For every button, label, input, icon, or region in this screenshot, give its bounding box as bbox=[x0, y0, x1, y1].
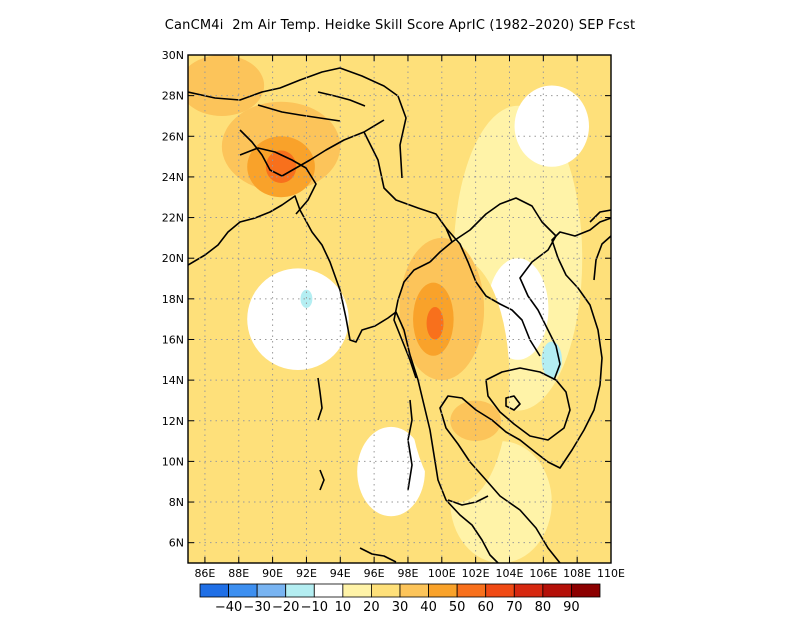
border-laos bbox=[451, 197, 561, 381]
colorbar-swatch bbox=[399, 583, 429, 598]
skill-region-6 bbox=[188, 430, 265, 533]
lat-tick-label: 10N bbox=[162, 455, 184, 468]
lon-tick-label: 102E bbox=[462, 567, 490, 580]
lon-tick-label: 98E bbox=[397, 567, 418, 580]
border-thailand-malaysia bbox=[447, 495, 489, 506]
lat-tick-label: 6N bbox=[169, 537, 184, 550]
island-hainan bbox=[589, 209, 611, 223]
colorbar-label: 40 bbox=[420, 600, 437, 615]
lon-tick-label: 92E bbox=[296, 567, 317, 580]
border-assam bbox=[239, 119, 385, 177]
colorbar-swatch bbox=[571, 583, 601, 598]
lat-tick-label: 24N bbox=[162, 171, 184, 184]
colorbar-swatch bbox=[513, 583, 544, 598]
lon-tick-label: 100E bbox=[428, 567, 456, 580]
skill-region-11 bbox=[450, 400, 502, 442]
lat-tick-label: 30N bbox=[162, 49, 184, 62]
colorbar-swatch bbox=[199, 583, 229, 598]
lat-tick-label: 22N bbox=[162, 212, 184, 225]
border-cambodia bbox=[485, 367, 571, 441]
island-andaman-1 bbox=[317, 377, 323, 421]
skill-region-10 bbox=[188, 55, 265, 116]
lat-tick-label: 8N bbox=[169, 496, 184, 509]
lon-tick-label: 96E bbox=[364, 567, 385, 580]
colorbar-label: 80 bbox=[535, 600, 552, 615]
lon-tick-label: 94E bbox=[330, 567, 351, 580]
colorbar-swatch bbox=[456, 583, 487, 598]
colorbar-label: 10 bbox=[335, 600, 352, 615]
skill-region-16 bbox=[300, 289, 313, 308]
colorbar-label: 30 bbox=[392, 600, 409, 615]
border-myanmar-china bbox=[363, 131, 453, 263]
island-sri bbox=[319, 469, 325, 491]
border-bhutan bbox=[317, 91, 366, 107]
colorbar-swatch bbox=[228, 583, 258, 598]
lat-tick-label: 28N bbox=[162, 90, 184, 103]
colorbar-swatch bbox=[285, 583, 315, 598]
lon-tick-label: 88E bbox=[228, 567, 249, 580]
colorbar-label: 20 bbox=[363, 600, 380, 615]
lat-tick-label: 16N bbox=[162, 333, 184, 346]
skill-region-15 bbox=[426, 306, 444, 340]
lon-tick-label: 86E bbox=[194, 567, 215, 580]
lat-tick-label: 26N bbox=[162, 130, 184, 143]
skill-region-3 bbox=[357, 426, 425, 517]
lon-tick-label: 106E bbox=[529, 567, 557, 580]
lon-tick-label: 110E bbox=[597, 567, 625, 580]
border-myanmar-thailand bbox=[393, 261, 431, 379]
colorbar-label: 70 bbox=[506, 600, 523, 615]
border-nepal bbox=[257, 104, 341, 122]
lon-tick-label: 104E bbox=[496, 567, 524, 580]
coastline-tonkin bbox=[593, 235, 611, 281]
map-title: CanCM4i 2m Air Temp. Heidke Skill Score … bbox=[164, 18, 636, 33]
colorbar-swatch bbox=[485, 583, 515, 598]
colorbar-label: −10 bbox=[301, 600, 328, 615]
colorbar-label: 60 bbox=[477, 600, 494, 615]
lat-tick-label: 12N bbox=[162, 415, 184, 428]
lat-tick-label: 14N bbox=[162, 374, 184, 387]
lat-tick-label: 20N bbox=[162, 252, 184, 265]
skill-region-5 bbox=[514, 85, 590, 167]
colorbar-swatch bbox=[428, 583, 458, 598]
colorbar-label: −20 bbox=[272, 600, 299, 615]
lake-tonle-sap bbox=[505, 395, 521, 411]
colorbar-label: 90 bbox=[563, 600, 580, 615]
colorbar-label: −30 bbox=[243, 600, 270, 615]
border-india-china bbox=[188, 67, 407, 179]
border-bangladesh bbox=[239, 147, 317, 215]
colorbar-swatch bbox=[342, 583, 372, 598]
colorbar-label: 50 bbox=[449, 600, 466, 615]
map-frame bbox=[187, 54, 612, 564]
lon-tick-label: 108E bbox=[563, 567, 591, 580]
colorbar-label: −40 bbox=[215, 600, 242, 615]
border-thailand-laos bbox=[445, 227, 541, 357]
colorbar-swatch bbox=[256, 583, 287, 598]
colorbar-swatch bbox=[542, 583, 572, 598]
colorbar-swatch bbox=[371, 583, 401, 598]
skill-region-2 bbox=[247, 268, 349, 370]
island-malay bbox=[359, 547, 397, 563]
colorbar-swatch bbox=[313, 583, 344, 598]
lon-tick-label: 90E bbox=[262, 567, 283, 580]
lat-tick-label: 18N bbox=[162, 293, 184, 306]
